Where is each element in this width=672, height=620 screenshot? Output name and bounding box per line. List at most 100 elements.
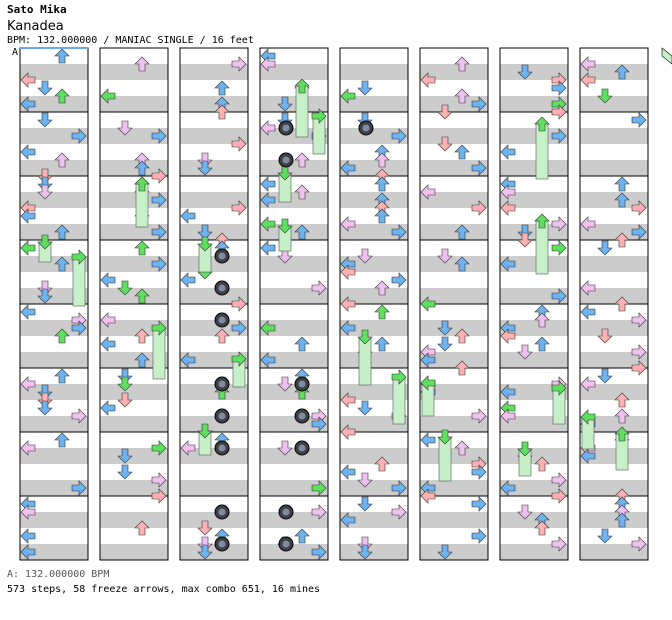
right-arrow-icon xyxy=(151,168,167,184)
right-arrow-icon xyxy=(551,128,567,144)
right-arrow-icon xyxy=(631,224,647,240)
right-arrow-icon xyxy=(471,96,487,112)
column-border xyxy=(339,47,409,561)
left-arrow-icon xyxy=(500,144,516,160)
left-arrow-icon xyxy=(340,296,356,312)
right-arrow-icon xyxy=(551,488,567,504)
beat-stripe xyxy=(420,192,488,208)
beat-stripe xyxy=(340,544,408,560)
freeze-arrow-head xyxy=(534,213,550,229)
beat-stripe xyxy=(260,192,328,208)
down-arrow-icon xyxy=(517,224,533,240)
beat-stripe xyxy=(420,160,488,176)
mine-icon xyxy=(214,248,230,264)
right-arrow-icon xyxy=(551,288,567,304)
freeze-arrow-head xyxy=(151,320,167,336)
left-arrow-icon xyxy=(580,280,596,296)
right-arrow-icon xyxy=(631,360,647,376)
freeze-arrow-body xyxy=(295,85,309,138)
up-arrow-icon xyxy=(534,312,550,328)
down-arrow-icon xyxy=(357,80,373,96)
right-arrow-icon xyxy=(71,320,87,336)
left-arrow-icon xyxy=(420,432,436,448)
beat-stripe xyxy=(180,160,248,176)
up-arrow-icon xyxy=(134,352,150,368)
beat-stripe xyxy=(340,256,408,272)
beat-stripe xyxy=(100,64,168,80)
beat-stripe xyxy=(500,448,568,464)
left-arrow-icon xyxy=(260,176,276,192)
chart-column xyxy=(499,47,569,561)
left-arrow-icon xyxy=(580,304,596,320)
right-arrow-icon xyxy=(551,80,567,96)
beat-stripe xyxy=(100,192,168,208)
down-arrow-icon xyxy=(197,536,213,552)
down-arrow-icon xyxy=(277,440,293,456)
freeze-arrow-body xyxy=(535,123,549,180)
up-arrow-icon xyxy=(374,456,390,472)
mine-icon xyxy=(278,120,294,136)
beat-stripe xyxy=(100,512,168,528)
left-arrow-icon xyxy=(500,184,516,200)
beat-stripe xyxy=(20,448,88,464)
beat-stripe xyxy=(180,352,248,368)
freeze-arrow-body xyxy=(535,220,549,275)
down-arrow-icon xyxy=(197,224,213,240)
right-arrow-icon xyxy=(551,536,567,552)
up-arrow-icon xyxy=(454,144,470,160)
down-arrow-icon xyxy=(197,152,213,168)
right-arrow-icon xyxy=(311,480,327,496)
right-arrow-icon xyxy=(391,224,407,240)
mine-icon xyxy=(214,504,230,520)
left-arrow-icon xyxy=(20,528,36,544)
up-arrow-icon xyxy=(534,336,550,352)
beat-stripe xyxy=(580,192,648,208)
mine-icon xyxy=(294,408,310,424)
down-arrow-icon xyxy=(517,344,533,360)
beat-stripe xyxy=(260,512,328,528)
down-arrow-icon xyxy=(517,64,533,80)
beat-stripe xyxy=(100,160,168,176)
column-border xyxy=(179,47,249,561)
down-arrow-icon xyxy=(197,544,213,560)
freeze-arrow-head xyxy=(71,249,87,265)
left-arrow-icon xyxy=(20,440,36,456)
left-arrow-icon xyxy=(20,304,36,320)
beat-stripe xyxy=(500,288,568,304)
beat-stripe xyxy=(420,64,488,80)
right-arrow-icon xyxy=(391,272,407,288)
down-arrow-icon xyxy=(37,384,53,400)
left-arrow-icon xyxy=(20,544,36,560)
left-arrow-icon xyxy=(20,504,36,520)
beat-stripe xyxy=(340,192,408,208)
right-arrow-icon xyxy=(551,104,567,120)
left-arrow-icon xyxy=(580,72,596,88)
beat-stripe xyxy=(340,128,408,144)
left-arrow-icon xyxy=(340,160,356,176)
left-arrow-icon xyxy=(500,480,516,496)
beat-stripe xyxy=(260,288,328,304)
down-arrow-icon xyxy=(117,280,133,296)
beat-stripe xyxy=(260,96,328,112)
up-arrow-icon xyxy=(454,88,470,104)
right-arrow-icon xyxy=(391,480,407,496)
beat-stripe xyxy=(180,512,248,528)
down-arrow-icon xyxy=(37,176,53,192)
beat-stripe xyxy=(420,416,488,432)
beat-stripe xyxy=(420,288,488,304)
up-arrow-icon xyxy=(374,304,390,320)
beat-stripe xyxy=(580,448,648,464)
freeze-arrow-head xyxy=(311,108,327,124)
freeze-arrow-head xyxy=(580,409,596,425)
up-arrow-icon xyxy=(54,152,70,168)
beat-stripe xyxy=(580,512,648,528)
beat-stripe xyxy=(340,384,408,400)
beat-stripe xyxy=(180,224,248,240)
up-arrow-icon xyxy=(614,192,630,208)
beat-stripe xyxy=(580,480,648,496)
left-arrow-icon xyxy=(180,272,196,288)
beat-stripe xyxy=(580,64,648,80)
mine-icon xyxy=(278,152,294,168)
down-arrow-icon xyxy=(437,136,453,152)
up-arrow-icon xyxy=(374,176,390,192)
